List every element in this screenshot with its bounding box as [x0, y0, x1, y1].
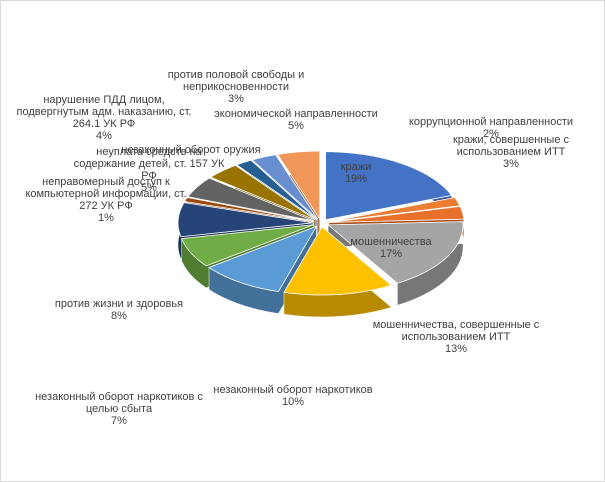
category-label: нарушение ПДД лицом, подвергнутым адм. н… — [16, 94, 192, 130]
category-label: неправомерный доступ к компьютерной инфо… — [25, 176, 187, 212]
data-label: кражи 19% — [326, 161, 386, 185]
data-label: незаконный оборот наркотиков 10% — [193, 384, 393, 408]
category-label: кражи — [340, 161, 372, 173]
category-label: мошенничества — [350, 236, 432, 248]
value-label: 2% — [483, 128, 499, 140]
category-label: коррупционной направленности — [408, 116, 574, 128]
slice — [183, 196, 314, 223]
slice — [208, 225, 318, 292]
data-label: против жизни и здоровья 8% — [19, 298, 219, 322]
category-label: против жизни и здоровья — [54, 298, 184, 310]
category-label: против половой свободы и неприкосновенно… — [167, 69, 305, 93]
data-label: мошенничества 17% — [341, 236, 441, 260]
category-label: незаконный оборот оружия — [121, 144, 261, 156]
slice — [235, 159, 317, 220]
data-label: коррупционной направленности 2% — [401, 116, 581, 140]
data-label: экономической направленности 5% — [206, 108, 386, 132]
category-label: кражи, совершенные с использованием ИТТ — [452, 134, 570, 158]
data-label: незаконный оборот наркотиков с целью сбы… — [19, 391, 219, 427]
value-label: 7% — [111, 415, 127, 427]
slice — [177, 202, 314, 238]
slice — [187, 177, 315, 222]
value-label: 1% — [98, 212, 114, 224]
data-label: против половой свободы и неприкосновенно… — [151, 69, 321, 105]
value-label: 19% — [344, 173, 368, 185]
data-label: кражи, совершенные с использованием ИТТ 3… — [436, 134, 586, 170]
data-label: незаконный оборот оружия — [111, 144, 271, 156]
slice — [276, 150, 321, 221]
value-label: 5% — [141, 182, 157, 194]
value-label: 5% — [288, 120, 304, 132]
value-label: 17% — [379, 248, 403, 260]
category-label: незаконный оборот наркотиков с целью сбы… — [35, 391, 203, 415]
data-label: мошенничества, совершенные с использован… — [346, 319, 566, 355]
value-label: 8% — [111, 310, 127, 322]
category-label: экономической направленности — [214, 108, 378, 120]
category-label: мошенничества, совершенные с использован… — [372, 319, 540, 343]
slice — [325, 151, 453, 221]
value-label: 3% — [503, 158, 519, 170]
value-label: 3% — [228, 93, 244, 105]
category-label: неуплата средств на содержание детей, ст… — [73, 146, 225, 182]
data-label: неправомерный доступ к компьютерной инфо… — [21, 176, 191, 224]
value-label: 10% — [281, 396, 305, 408]
data-label: нарушение ПДД лицом, подвергнутым адм. н… — [14, 94, 194, 142]
slice — [326, 221, 464, 284]
data-label: неуплата средств на содержание детей, ст… — [69, 146, 229, 194]
value-label: 13% — [444, 343, 468, 355]
slice — [181, 224, 314, 267]
slice — [251, 154, 319, 220]
slice — [283, 226, 393, 296]
slice — [328, 197, 461, 223]
slice — [328, 205, 465, 223]
value-label: 4% — [96, 130, 112, 142]
category-label: незаконный оборот наркотиков — [213, 384, 373, 396]
slice — [209, 164, 316, 221]
